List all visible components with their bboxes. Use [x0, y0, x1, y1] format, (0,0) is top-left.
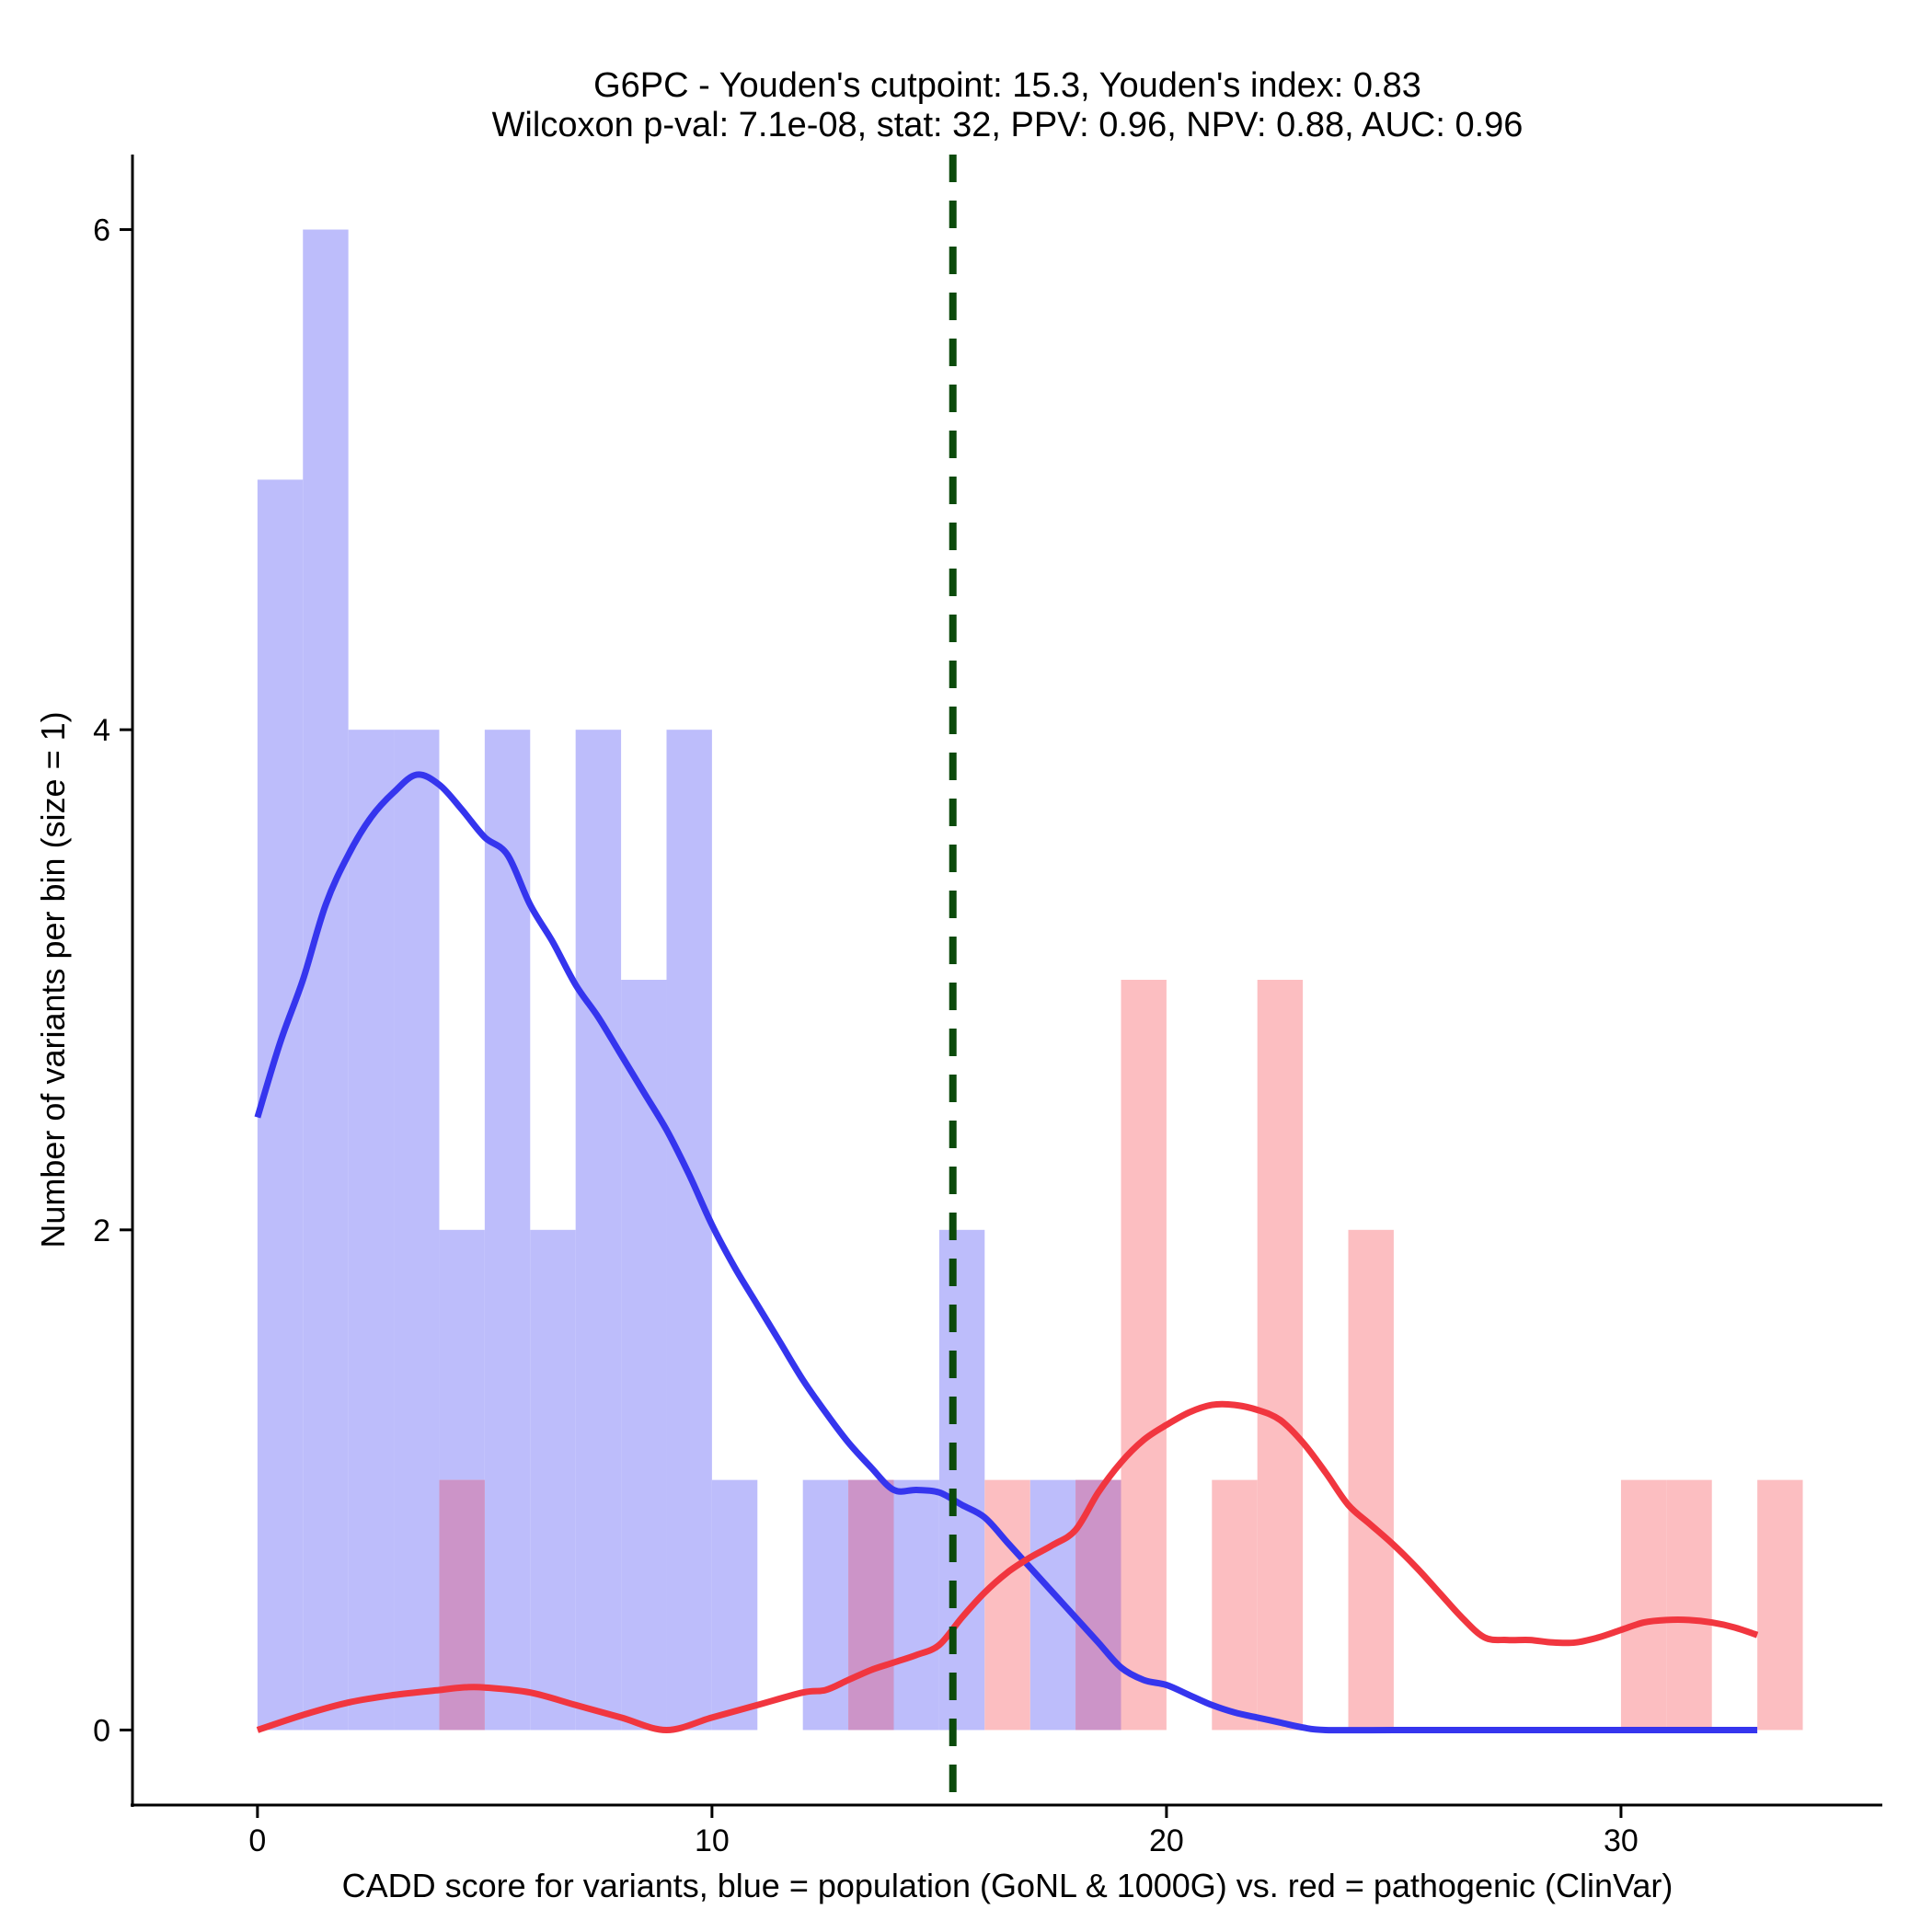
population-bar-6 [530, 1229, 576, 1731]
population-bars [257, 229, 1121, 1731]
x-axis-label: CADD score for variants, blue = populati… [342, 1867, 1673, 1904]
y-axis-ticks: 0 2 4 6 [93, 213, 132, 1748]
population-bar-10 [711, 1479, 758, 1731]
x-tick-label-30: 30 [1604, 1823, 1639, 1858]
pathogenic-bar-5 [1212, 1479, 1258, 1731]
overlap-bar-1 [848, 1479, 894, 1731]
population-bar-7 [575, 730, 622, 1731]
y-axis-label: Number of variants per bin (size = 1) [34, 711, 72, 1248]
population-density-line [254, 771, 1758, 1734]
x-axis-ticks: 0 10 20 30 [248, 1805, 1639, 1858]
population-bar-13 [893, 1479, 939, 1731]
pathogenic-bar-8 [1620, 1479, 1667, 1731]
pathogenic-bar-2 [984, 1479, 1030, 1731]
y-tick-label-4: 4 [93, 713, 110, 748]
population-bar-8 [621, 980, 667, 1731]
pathogenic-density-line [256, 1400, 1759, 1733]
y-tick-label-6: 6 [93, 213, 110, 248]
population-bar-15 [1029, 1479, 1076, 1731]
pathogenic-bar-6 [1257, 980, 1304, 1731]
pathogenic-bar-10 [1757, 1479, 1803, 1731]
population-bar-5 [484, 730, 531, 1731]
pathogenic-bar-7 [1348, 1229, 1394, 1731]
overlap-bar-0 [439, 1479, 485, 1731]
y-tick-label-2: 2 [93, 1213, 110, 1248]
x-tick-label-10: 10 [695, 1823, 730, 1858]
population-bar-0 [257, 479, 304, 1731]
x-tick-label-0: 0 [248, 1823, 266, 1858]
chart-title-line1: G6PC - Youden's cutpoint: 15.3, Youden's… [593, 66, 1421, 105]
population-bar-2 [348, 730, 395, 1731]
population-bar-9 [666, 730, 712, 1731]
x-tick-label-20: 20 [1149, 1823, 1184, 1858]
y-tick-label-0: 0 [93, 1713, 110, 1748]
chart-title-line2: Wilcoxon p-val: 7.1e-08, stat: 32, PPV: … [492, 106, 1524, 144]
pathogenic-bar-4 [1121, 980, 1167, 1731]
pathogenic-bar-9 [1666, 1479, 1712, 1731]
population-bar-3 [394, 730, 440, 1731]
population-bar-14 [938, 1229, 985, 1731]
population-bar-1 [303, 229, 349, 1731]
